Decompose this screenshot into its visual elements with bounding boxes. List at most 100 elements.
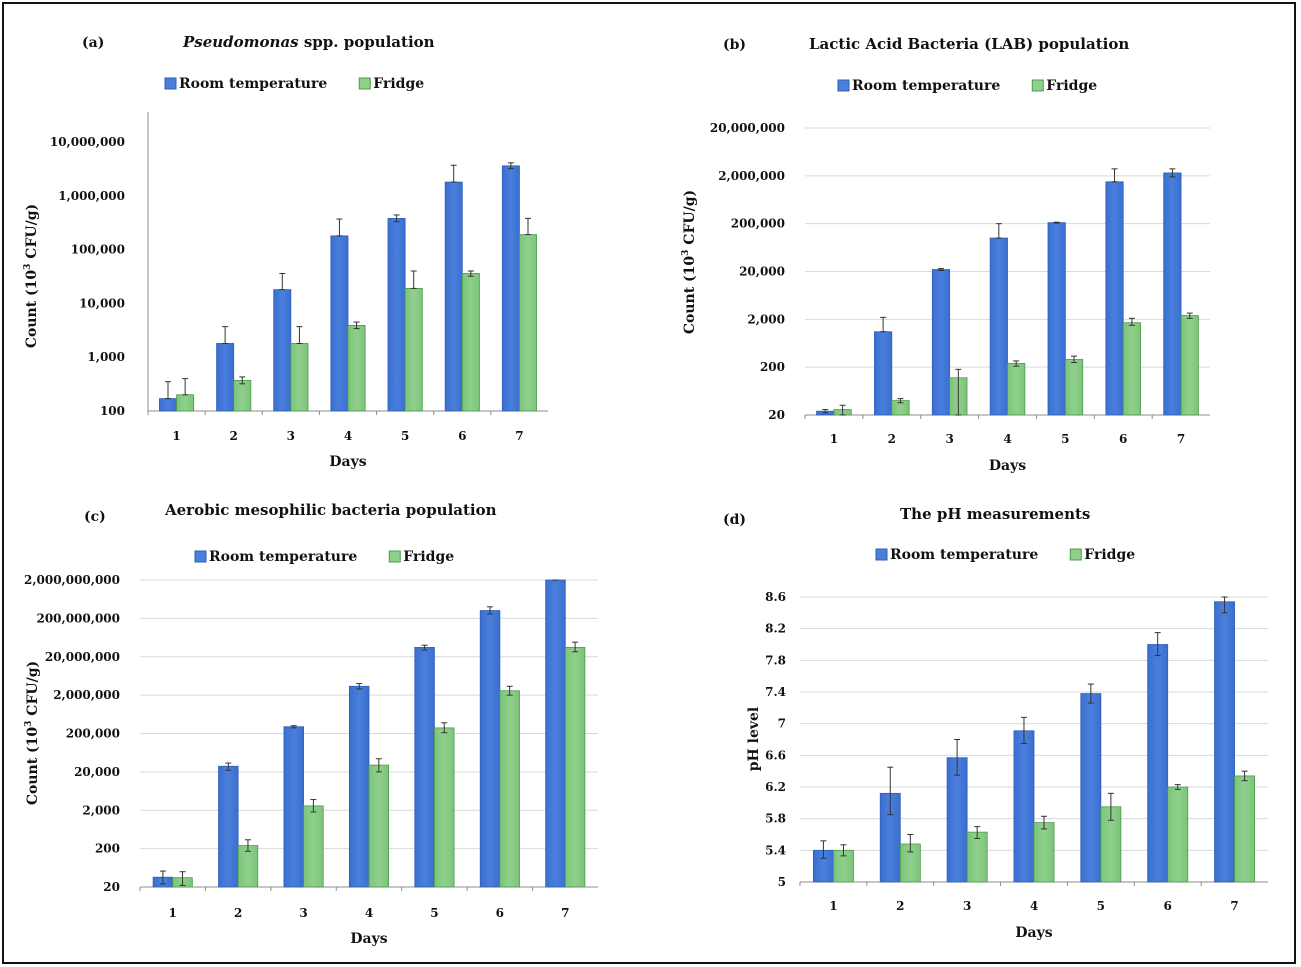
y-tick-label: 20,000,000: [45, 650, 120, 664]
x-tick-label: 5: [1061, 432, 1069, 446]
bar-room-temperature: [330, 235, 349, 412]
bar-room-temperature: [348, 685, 370, 888]
legend-swatch: [1069, 548, 1082, 561]
y-tick-label: 200: [760, 360, 785, 374]
bar-fridge: [519, 234, 537, 412]
legend-label: Room temperature: [852, 78, 1000, 94]
y-tick-label: 20,000,000: [710, 121, 785, 135]
x-tick-label: 7: [1230, 899, 1238, 913]
legend-swatch: [875, 548, 888, 561]
y-tick-label: 20,000: [739, 265, 785, 279]
y-tick-label: 200: [95, 842, 120, 856]
legend-item: Fridge: [388, 549, 454, 565]
bar-room-temperature: [444, 181, 463, 412]
bar-room-temperature: [1163, 172, 1182, 416]
x-axis-label: Days: [1015, 925, 1052, 941]
y-tick-label: 2,000: [747, 312, 785, 326]
bar-room-temperature: [479, 610, 501, 888]
y-tick-label: 6.6: [765, 748, 786, 762]
legend-item: Room temperature: [164, 76, 327, 92]
y-tick-label: 7: [778, 717, 786, 731]
legend-label: Room temperature: [890, 547, 1038, 563]
y-tick-label: 8.2: [765, 622, 786, 636]
y-tick-label: 200,000: [731, 217, 785, 231]
bar-room-temperature: [218, 765, 239, 888]
x-tick-label: 2: [896, 899, 904, 913]
bar-fridge: [1007, 362, 1026, 416]
x-tick-label: 1: [172, 429, 180, 443]
y-tick-label: 5.4: [765, 843, 786, 857]
x-tick-label: 7: [1177, 432, 1185, 446]
x-tick-label: 2: [230, 429, 238, 443]
bar-fridge: [347, 325, 366, 412]
y-tick-label: 1,000: [87, 350, 125, 364]
bar-fridge: [499, 690, 520, 888]
y-tick-label: 200,000: [66, 727, 120, 741]
bar-room-temperature: [501, 165, 520, 412]
bar-room-temperature: [159, 398, 177, 412]
chart-panel-2: (b) Lactic Acid Bacteria (LAB) population…: [681, 35, 1210, 474]
legend-swatch: [388, 550, 401, 563]
x-tick-label: 5: [1097, 899, 1105, 913]
y-tick-label: 10,000,000: [50, 135, 125, 149]
bar-fridge: [303, 805, 324, 888]
y-axis-label: Count (103 CFU/g): [681, 190, 698, 334]
x-tick-label: 4: [1003, 432, 1011, 446]
bar-room-temperature: [1105, 181, 1124, 416]
x-tick-label: 5: [430, 906, 438, 920]
panel-label: (b): [723, 37, 746, 53]
bar-fridge: [1180, 315, 1199, 416]
x-tick-label: 6: [1164, 899, 1172, 913]
y-tick-label: 1,000,000: [58, 189, 125, 203]
x-tick-label: 6: [496, 906, 504, 920]
bar-room-temperature: [216, 343, 235, 412]
y-tick-label: 100: [100, 404, 125, 418]
y-tick-label: 100,000: [71, 243, 125, 257]
x-tick-label: 6: [1119, 432, 1127, 446]
x-tick-label: 3: [287, 429, 295, 443]
x-tick-label: 7: [515, 429, 523, 443]
bar-fridge: [461, 273, 480, 412]
panel-label: (c): [84, 509, 106, 525]
bar-fridge: [564, 647, 586, 888]
x-tick-label: 1: [169, 906, 177, 920]
y-tick-label: 5: [778, 875, 786, 889]
x-tick-label: 4: [344, 429, 352, 443]
bar-room-temperature: [1214, 601, 1235, 883]
bar-room-temperature: [1080, 693, 1102, 883]
x-axis-label: Days: [329, 454, 366, 470]
legend-swatch: [164, 77, 177, 90]
bar-fridge: [404, 288, 423, 412]
legend-label: Room temperature: [179, 76, 327, 92]
bar-room-temperature: [387, 218, 406, 412]
chart-panel-1: (a) Pseudomonas spp. population Room tempe…: [23, 33, 548, 470]
legend-swatch: [194, 550, 207, 563]
panel-label: (d): [723, 512, 746, 528]
bar-room-temperature: [1047, 222, 1066, 416]
bar-room-temperature: [946, 757, 968, 883]
x-tick-label: 1: [830, 432, 838, 446]
y-axis-label: Count (103 CFU/g): [24, 661, 41, 805]
bar-room-temperature: [931, 269, 951, 416]
bar-fridge: [966, 831, 988, 883]
x-tick-label: 3: [299, 906, 307, 920]
chart-panel-4: (d) The pH measurements Room temperature Fr…: [723, 505, 1268, 941]
x-tick-label: 6: [458, 429, 466, 443]
y-tick-label: 7.8: [765, 653, 786, 667]
legend-label: Fridge: [1046, 78, 1097, 94]
legend-swatch: [837, 79, 850, 92]
bar-fridge: [1033, 822, 1055, 883]
x-tick-label: 2: [888, 432, 896, 446]
x-tick-label: 3: [963, 899, 971, 913]
chart-title: Lactic Acid Bacteria (LAB) population: [809, 35, 1129, 53]
y-tick-label: 2,000,000: [718, 169, 785, 183]
y-tick-label: 2,000,000,000: [24, 573, 120, 587]
bar-room-temperature: [874, 331, 893, 416]
y-axis-label: pH level: [746, 707, 762, 771]
x-tick-label: 4: [1030, 899, 1038, 913]
x-tick-label: 7: [561, 906, 569, 920]
legend-item: Room temperature: [194, 549, 357, 565]
x-tick-label: 5: [401, 429, 409, 443]
